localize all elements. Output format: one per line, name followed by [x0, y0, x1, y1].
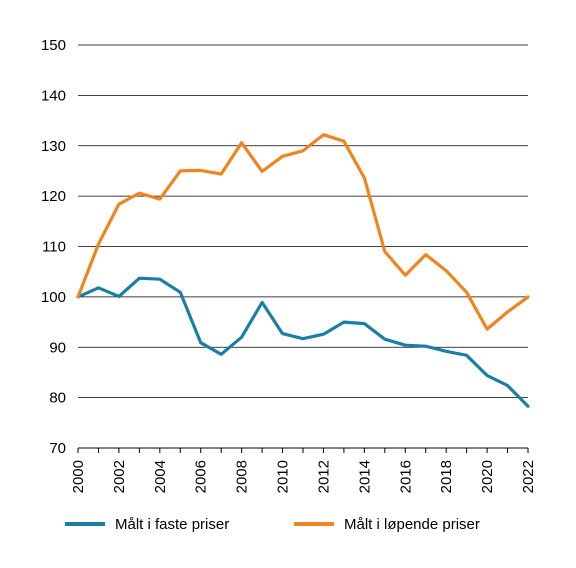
y-axis-ticks: 70 80 90 100 110 120 130 140 150 [41, 37, 66, 457]
grid-lines [78, 44, 528, 399]
x-axis: 2000 2002 2004 2006 2008 2010 2012 2014 2016 2018… [70, 447, 537, 493]
x-tick-label-2012: 2012 [315, 460, 332, 493]
x-tick-label-2016: 2016 [397, 460, 414, 493]
x-tick-label-2020: 2020 [479, 460, 496, 493]
y-tick-label-120: 120 [41, 188, 66, 205]
y-tick-label-130: 130 [41, 138, 66, 155]
x-tick-label-2010: 2010 [275, 460, 292, 493]
series-lines [76, 133, 530, 408]
y-tick-label-90: 90 [49, 339, 66, 356]
x-tick-label-2008: 2008 [234, 460, 251, 493]
y-tick-label-70: 70 [49, 440, 66, 457]
series-line-lopende [76, 133, 530, 331]
y-tick-label-80: 80 [49, 390, 66, 407]
x-tick-label-2002: 2002 [111, 460, 128, 493]
series-line-faste [76, 276, 530, 408]
y-tick-label-150: 150 [41, 37, 66, 54]
x-tick-label-2006: 2006 [193, 460, 210, 493]
x-tick-label-2018: 2018 [438, 460, 455, 493]
legend-label-faste: Målt i faste priser [115, 516, 229, 533]
x-tick-label-2004: 2004 [152, 460, 169, 493]
y-tick-label-110: 110 [42, 239, 66, 256]
x-tick-label-2000: 2000 [70, 460, 87, 493]
x-tick-label-2022: 2022 [520, 460, 537, 493]
legend-label-lopende: Målt i løpende priser [344, 516, 480, 533]
y-tick-label-100: 100 [41, 289, 66, 306]
legend: Målt i faste priser Målt i løpende prise… [65, 516, 480, 533]
y-tick-label-140: 140 [41, 87, 66, 104]
x-tick-label-2014: 2014 [356, 460, 373, 493]
